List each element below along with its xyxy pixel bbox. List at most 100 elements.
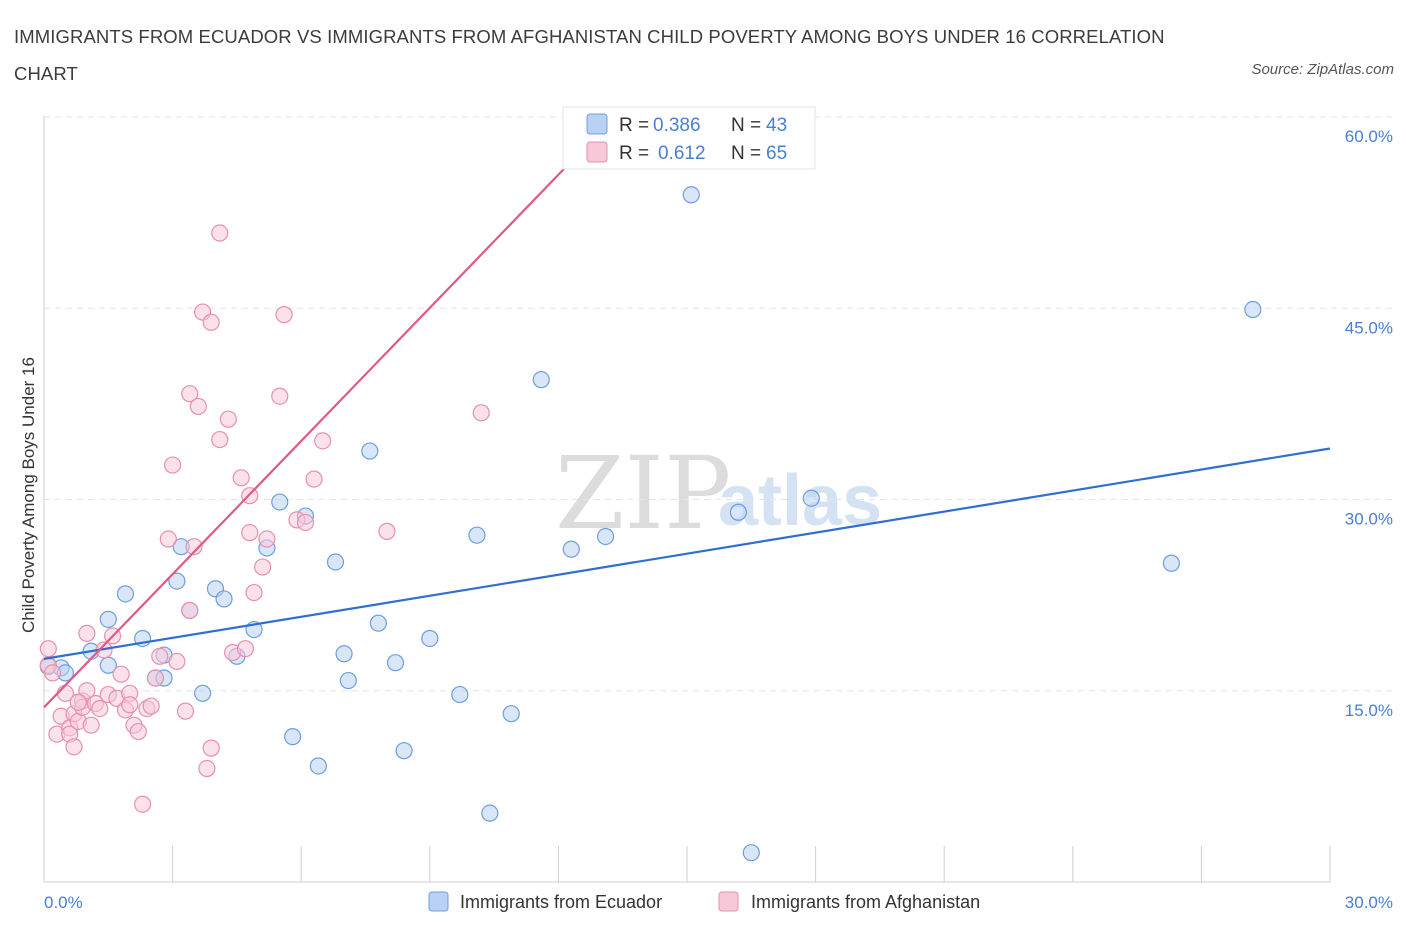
trend-line-afghanistan [43,116,615,709]
y-tick-label: 45.0% [1345,318,1393,337]
y-tick-labels: 15.0% 30.0% 45.0% 60.0% [1345,127,1393,720]
point-afghanistan [78,624,96,642]
point-afghanistan [164,456,182,474]
point-afghanistan [78,682,96,700]
point-afghanistan [159,530,177,548]
point-ecuador [326,553,345,571]
point-ecuador [271,493,289,511]
point-ecuador [1244,300,1262,319]
x-tick-label-max: 30.0% [1345,893,1393,912]
point-afghanistan [219,410,237,428]
point-ecuador [386,654,405,672]
point-afghanistan [211,224,229,242]
point-afghanistan [241,524,259,542]
point-ecuador [596,527,615,546]
point-ecuador [369,614,387,632]
point-afghanistan [168,652,186,671]
point-afghanistan [232,469,250,487]
point-afghanistan [39,640,57,658]
point-ecuador [502,705,520,723]
point-ecuador [284,728,302,746]
legend-n-value-afghanistan: 65 [766,143,787,164]
point-afghanistan [185,538,203,556]
point-afghanistan [198,759,216,778]
point-ecuador [168,572,186,590]
point-afghanistan [82,716,100,734]
trend-line-ecuador [43,447,1331,660]
point-afghanistan [121,696,139,714]
point-ecuador [116,585,135,603]
legend-bottom-swatch-ecuador [428,891,449,912]
legend-r-value-afghanistan: 0.612 [658,143,706,164]
point-ecuador [309,757,327,775]
point-ecuador [532,371,550,389]
point-ecuador [335,645,353,663]
legend-n-label-afghanistan: N = [731,143,761,164]
gridlines [44,116,1393,692]
point-afghanistan [378,522,396,540]
point-afghanistan [151,647,169,665]
point-afghanistan [236,640,255,658]
point-afghanistan [245,583,263,602]
point-ecuador [194,684,212,702]
legend-top: R = 0.386 N = 43 R = 0.612 N = 65 [562,106,816,170]
point-ecuador [361,442,379,460]
trend-lines [43,116,1331,709]
point-afghanistan [43,664,62,682]
point-ecuador [481,804,499,822]
point-ecuador [562,540,580,558]
legend-swatch-ecuador [586,113,608,135]
point-afghanistan [181,385,199,403]
point-ecuador [395,742,413,760]
chart-title: IMMIGRANTS FROM ECUADOR VS IMMIGRANTS FR… [14,26,1165,84]
point-afghanistan [258,530,276,548]
x-tick-label-min: 0.0% [44,893,83,912]
legend-bottom-label-afghanistan: Immigrants from Afghanistan [751,892,980,912]
point-afghanistan [65,738,83,756]
x-ticks [43,846,1331,882]
point-ecuador [1162,554,1180,572]
y-tick-label: 15.0% [1345,701,1393,720]
legend-n-value-ecuador: 43 [766,115,787,136]
legend-bottom: Immigrants from Ecuador Immigrants from … [428,891,980,912]
point-afghanistan [271,387,289,405]
point-ecuador [802,489,820,507]
point-afghanistan [202,739,220,757]
point-afghanistan [254,558,272,576]
y-axis-label: Child Poverty Among Boys Under 16 [19,357,38,633]
watermark-atlas: atlas [718,461,882,541]
point-afghanistan [189,397,207,416]
y-tick-label: 60.0% [1345,127,1393,146]
point-afghanistan [146,669,165,687]
point-ecuador [729,503,748,521]
watermark-zip: ZIP [555,435,731,552]
y-tick-label: 30.0% [1345,510,1393,529]
point-afghanistan [112,665,130,683]
point-afghanistan [202,313,220,331]
point-ecuador [682,186,700,204]
legend-n-label-ecuador: N = [731,115,761,136]
point-afghanistan [181,601,199,620]
point-ecuador [742,844,760,862]
legend-swatch-afghanistan [586,141,608,163]
point-afghanistan [176,702,195,720]
data-points [39,186,1262,862]
point-afghanistan [69,693,87,711]
point-ecuador [451,685,469,704]
point-afghanistan [296,513,315,532]
legend-r-value-ecuador: 0.386 [653,115,701,136]
point-ecuador [468,526,486,544]
point-ecuador [339,671,357,690]
point-afghanistan [305,470,323,488]
legend-bottom-label-ecuador: Immigrants from Ecuador [460,892,662,912]
point-afghanistan [275,306,293,324]
point-afghanistan [211,430,229,449]
point-ecuador [215,590,233,608]
point-afghanistan [133,795,152,813]
point-afghanistan [314,432,332,450]
watermark: ZIP atlas [555,435,882,552]
point-afghanistan [129,722,147,741]
point-ecuador [99,610,117,628]
point-afghanistan [472,404,490,422]
